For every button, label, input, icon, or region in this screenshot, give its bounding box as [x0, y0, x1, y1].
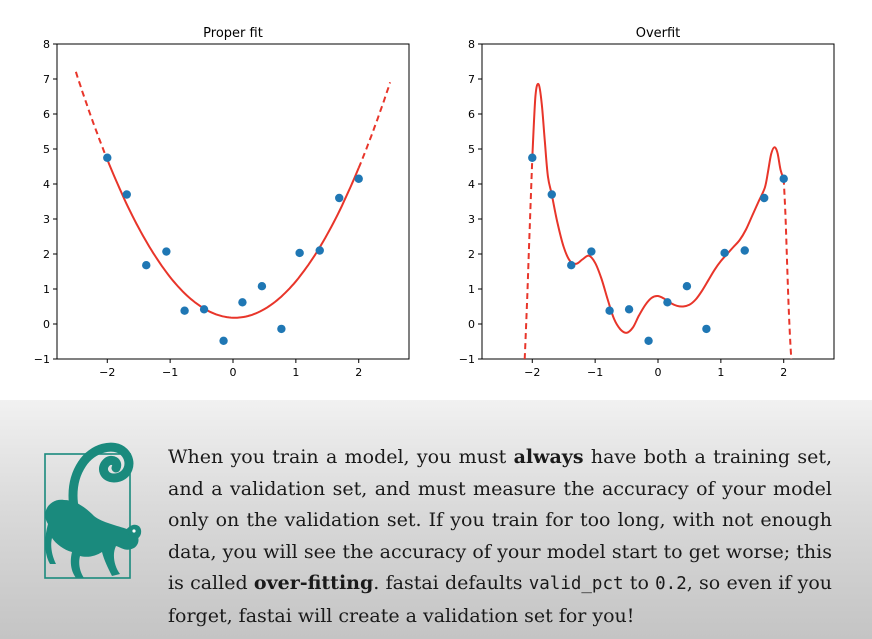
note-text-2: have both a training set, and a validati… [168, 446, 832, 594]
note-text-1: When you train a model, you must [168, 446, 514, 468]
chart-1-ytick-label: 1 [43, 283, 50, 296]
chart-1-data-point [180, 306, 189, 315]
chart-1-frame [56, 43, 410, 360]
lemur-icon [44, 442, 142, 579]
chart-2-ytick-label: 7 [468, 73, 475, 86]
chart-2-data-point [644, 336, 653, 345]
chart-1-xtick-label: −1 [162, 366, 178, 379]
note-panel: When you train a model, you must always … [0, 400, 872, 639]
chart-1-data-point [219, 336, 228, 345]
fastai-note: When you train a model, you must always … [168, 442, 832, 632]
chart-1-data-point [315, 246, 324, 255]
charts-area: Proper fit −1 0 1 2 3 4 5 6 7 8 −2 −1 0 1 2 Overfit −1 0 1 2… [33, 26, 835, 379]
chart-1-ytick-label: 4 [43, 178, 50, 191]
chart-2-ytick-label: 2 [468, 248, 475, 261]
chart-1-xtick-label: 2 [355, 366, 362, 379]
chart-2-fit-dashed-left [523, 157, 534, 359]
chart-2-ytick-label: 8 [468, 38, 475, 51]
chart-2-data-point [663, 298, 672, 307]
chart-1-data-point [199, 305, 209, 314]
note-code-valid-pct: valid_pct [528, 574, 624, 594]
chart-1-data-point [103, 153, 112, 162]
chart-1-ytick-label: 6 [43, 108, 50, 121]
chart-2-data-point [528, 153, 537, 162]
chart-1-data-point [354, 174, 363, 183]
chart-2-data-point [740, 246, 749, 255]
chart-1-data-point [257, 282, 267, 291]
chart-2-ytick-label: 0 [468, 318, 475, 331]
note-text-5: , so even if you forget, fastai will cre… [168, 572, 832, 627]
chart-2-data-point [587, 247, 596, 256]
chart-1-data-point [162, 247, 171, 256]
chart-1-data-point [122, 190, 131, 199]
chart-1-data-point [335, 193, 344, 203]
note-text-3: . fastai defaults [373, 572, 529, 594]
chart-2-data-point [605, 306, 614, 315]
chart-2-data-point [682, 282, 692, 291]
chart-1-fit-dashed-right [357, 82, 392, 169]
note-bold-overfitting: over-fitting [253, 572, 374, 594]
chart-1-xtick-label: 0 [230, 366, 237, 379]
chart-2-ytick-label: 5 [468, 143, 475, 156]
chart-2-fit-solid [531, 82, 785, 334]
chart-2-xtick-label: 2 [780, 366, 787, 379]
chart-1-xtick-label: 1 [292, 366, 299, 379]
chart-2-frame [481, 43, 835, 360]
note-code-value: 0.2 [655, 574, 687, 594]
chart-1-ytick-label: 3 [43, 213, 50, 226]
chart-2-fit-dashed-right [782, 178, 793, 359]
chart-2-data-point [624, 305, 634, 314]
chart-1-ytick-label: 0 [43, 318, 50, 331]
chart-1-data-point [238, 298, 247, 307]
chart-2-xtick-label: 1 [717, 366, 724, 379]
chart-2-ytick-label: 6 [468, 108, 475, 121]
chart-2-data-point [702, 324, 711, 334]
chart-1-data-point [142, 261, 151, 270]
chart-2-ytick-label: 3 [468, 213, 475, 226]
chart-1-ytick-label: 7 [43, 73, 50, 86]
chart-1-fit-solid [106, 159, 360, 319]
chart-2-data-point [547, 190, 556, 199]
chart-1-ytick-label: 2 [43, 248, 50, 261]
chart-1-data-point [295, 248, 304, 258]
chart-2-title: Overfit [636, 26, 681, 41]
chart-1-title: Proper fit [203, 26, 263, 41]
chart-1-ytick-label: 5 [43, 143, 50, 156]
note-bold-always: always [513, 446, 584, 468]
chart-1-ytick-label: 8 [43, 38, 50, 51]
chart-2-ytick-label: 4 [468, 178, 475, 191]
chart-2-xtick-label: −1 [587, 366, 603, 379]
chart-1-ytick-label: −1 [34, 353, 50, 366]
note-text-4: to [623, 572, 656, 594]
chart-1-data-point [277, 324, 286, 334]
chart-2-data-point [760, 193, 769, 203]
chart-2-ytick-label: 1 [468, 283, 475, 296]
chart-2-data-point [720, 248, 729, 258]
chart-1-xtick-label: −2 [99, 366, 115, 379]
charts-svg: Proper fit −1 0 1 2 3 4 5 6 7 8 −2 −1 0 1 2 Overfit −1 0 1 2… [34, 26, 835, 379]
chart-2-data-point [779, 174, 788, 183]
chart-2-xtick-label: 0 [655, 366, 662, 379]
chart-1-fit-dashed-left [74, 71, 109, 160]
chart-2-data-point [567, 261, 576, 270]
chart-2-xtick-label: −2 [524, 366, 540, 379]
chart-2-ytick-label: −1 [459, 353, 475, 366]
